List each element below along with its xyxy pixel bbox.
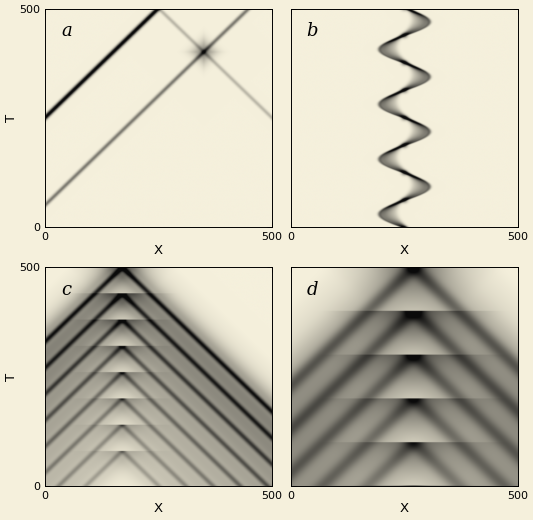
X-axis label: X: X: [400, 243, 409, 256]
Y-axis label: T: T: [5, 373, 18, 381]
Text: c: c: [61, 281, 71, 298]
X-axis label: X: X: [154, 243, 163, 256]
X-axis label: X: X: [154, 502, 163, 515]
Text: d: d: [306, 281, 318, 298]
Y-axis label: T: T: [5, 114, 18, 122]
Text: a: a: [61, 22, 72, 40]
X-axis label: X: X: [400, 502, 409, 515]
Text: b: b: [306, 22, 318, 40]
